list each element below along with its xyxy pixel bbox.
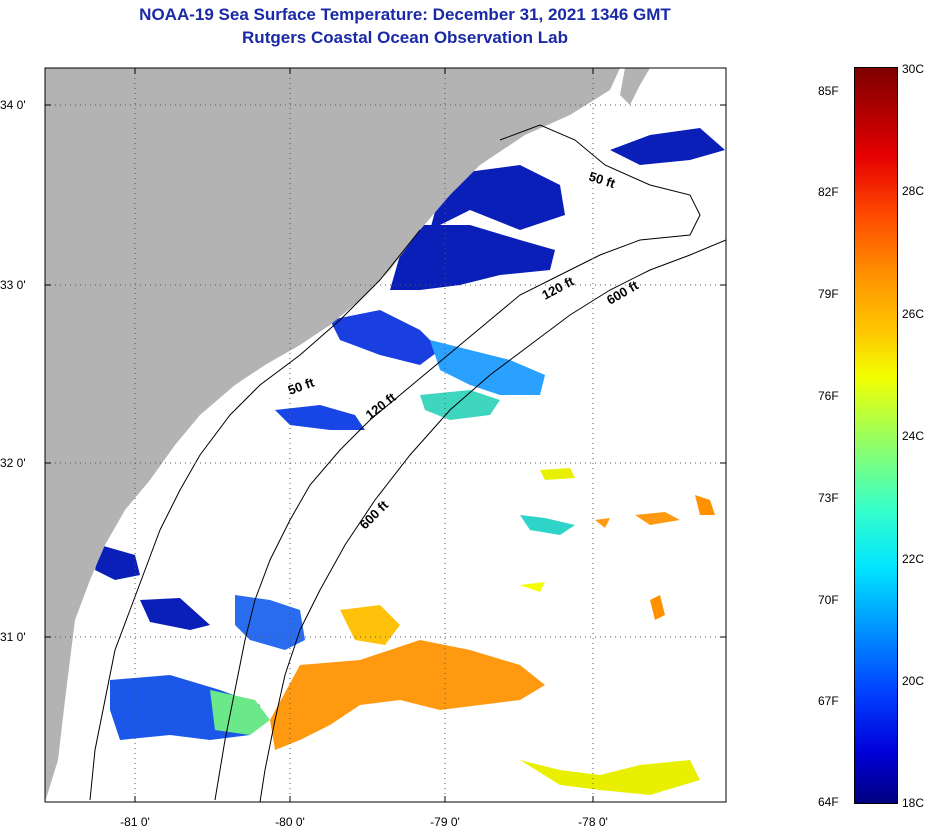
lat-label-31: 31 0': [0, 630, 26, 644]
map-grid: [45, 68, 726, 802]
colorbar-label-85f: 85F: [818, 84, 839, 98]
contour-600ft: [259, 239, 726, 802]
chart-title: NOAA-19 Sea Surface Temperature: Decembe…: [139, 5, 671, 24]
land: [45, 68, 620, 802]
colorbar-label-30c: 30C: [902, 62, 925, 76]
colorbar-label-64f: 64F: [818, 795, 839, 809]
depth-contours: [89, 124, 726, 802]
lon-label-79: -79 0': [430, 815, 460, 829]
colorbar-label-76f: 76F: [818, 389, 839, 403]
colorbar-label-28c: 28C: [902, 184, 925, 198]
lon-label-81: -81 0': [120, 815, 150, 829]
colorbar-label-82f: 82F: [818, 185, 839, 199]
colorbar-label-67f: 67F: [818, 694, 839, 708]
colorbar-label-73f: 73F: [818, 491, 839, 505]
colorbar-label-26c: 26C: [902, 307, 925, 321]
lat-label-33: 33 0': [0, 278, 26, 292]
colorbar-label-70f: 70F: [818, 593, 839, 607]
sst-warm-patches: [270, 468, 715, 795]
lon-label-78: -78 0': [578, 815, 608, 829]
colorbar-label-79f: 79F: [818, 287, 839, 301]
colorbar-label-20c: 20C: [902, 674, 925, 688]
lat-label-32: 32 0': [0, 456, 26, 470]
colorbar-label-22c: 22C: [902, 552, 925, 566]
map-area: 50 ft 50 ft 120 ft 120 ft 600 ft 600 ft: [45, 68, 726, 802]
colorbar-label-24c: 24C: [902, 429, 925, 443]
map-frame: [44, 67, 727, 803]
lat-label-34: 34 0': [0, 98, 26, 112]
colorbar-label-18c: 18C: [902, 796, 925, 810]
chart-subtitle: Rutgers Coastal Ocean Observation Lab: [242, 28, 568, 47]
temperature-colorbar: [854, 67, 898, 804]
lon-label-80: -80 0': [275, 815, 305, 829]
contour-120ft: [214, 239, 641, 801]
axis-ticks: [45, 68, 726, 802]
contour-50ft-north: [499, 124, 701, 241]
